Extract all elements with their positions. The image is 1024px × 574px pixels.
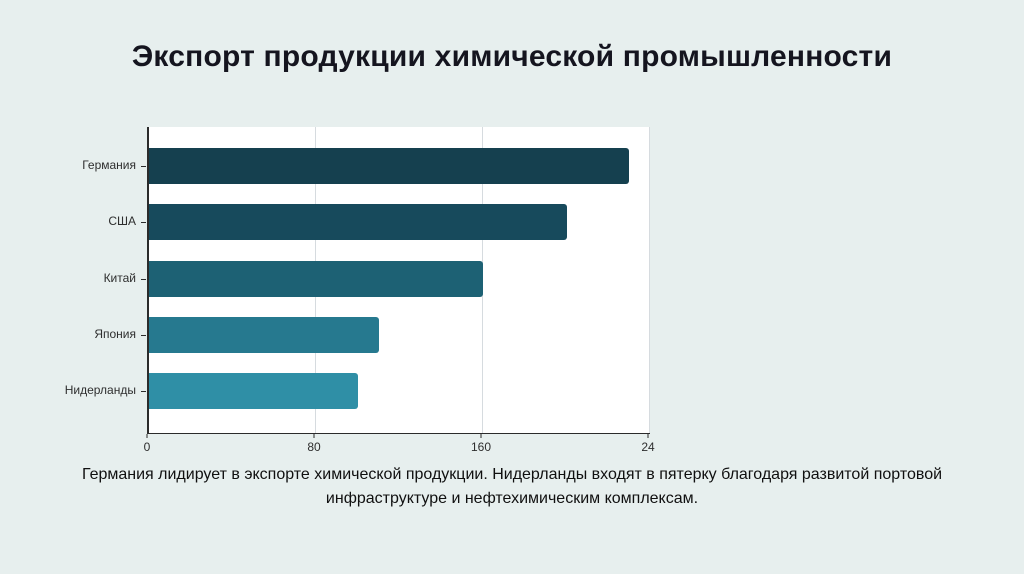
y-tick-mark bbox=[141, 391, 146, 392]
x-tick-label: 160 bbox=[470, 440, 492, 454]
bar bbox=[149, 373, 358, 409]
category-label: Япония bbox=[94, 326, 136, 341]
gridline bbox=[649, 127, 650, 433]
x-tick-mark bbox=[146, 434, 148, 438]
page-title: Экспорт продукции химической промышленно… bbox=[131, 40, 893, 73]
bar bbox=[149, 204, 567, 241]
plot-area bbox=[147, 127, 650, 434]
category-label: Германия bbox=[82, 158, 136, 172]
y-tick-mark bbox=[141, 166, 146, 167]
y-tick-mark bbox=[141, 278, 146, 280]
y-axis: Германия США Китай Япония Нидерланды bbox=[40, 127, 147, 433]
x-tick-label: 0 bbox=[143, 440, 151, 454]
chart-caption: Германия лидирует в экспорте химической … bbox=[81, 466, 943, 507]
y-tick-mark bbox=[141, 222, 146, 224]
bar-chart: Германия США Китай Япония Нидерланды 0 80 160 2… bbox=[40, 127, 667, 460]
x-axis: 0 80 160 24 bbox=[143, 434, 667, 460]
x-tick-mark bbox=[313, 434, 315, 438]
y-tick-mark bbox=[141, 334, 146, 336]
x-tick-label: 24 bbox=[641, 440, 655, 454]
category-label: США bbox=[108, 214, 136, 229]
bar bbox=[149, 260, 483, 297]
bar bbox=[149, 316, 379, 353]
x-tick-label: 80 bbox=[307, 440, 321, 454]
bar bbox=[149, 148, 630, 184]
x-tick-mark bbox=[647, 434, 649, 438]
x-tick-mark bbox=[480, 434, 482, 438]
category-label: Нидерланды bbox=[64, 383, 136, 397]
category-label: Китай bbox=[103, 270, 136, 285]
